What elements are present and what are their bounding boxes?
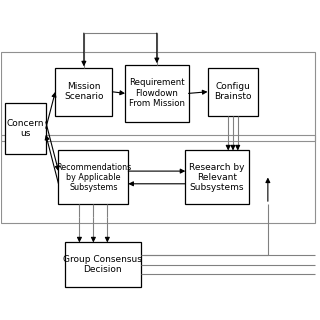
Bar <box>125 65 188 122</box>
Bar <box>1 135 316 223</box>
Bar <box>185 150 249 204</box>
Text: Mission
Scenario: Mission Scenario <box>64 82 104 101</box>
Text: Requirement
Flowdown
From Mission: Requirement Flowdown From Mission <box>129 78 185 108</box>
Text: Configu
Brainsto: Configu Brainsto <box>214 82 252 101</box>
Bar <box>1 52 316 141</box>
Bar <box>65 243 141 287</box>
Bar <box>4 103 46 154</box>
Bar <box>208 68 258 116</box>
Text: Group Consensus
Decision: Group Consensus Decision <box>63 255 142 274</box>
Bar <box>55 68 112 116</box>
Text: Research by
Relevant
Subsystems: Research by Relevant Subsystems <box>189 163 245 192</box>
Text: Concern
us: Concern us <box>6 119 44 138</box>
Bar <box>59 150 128 204</box>
Text: Recommendations
by Applicable
Subsystems: Recommendations by Applicable Subsystems <box>56 163 131 192</box>
